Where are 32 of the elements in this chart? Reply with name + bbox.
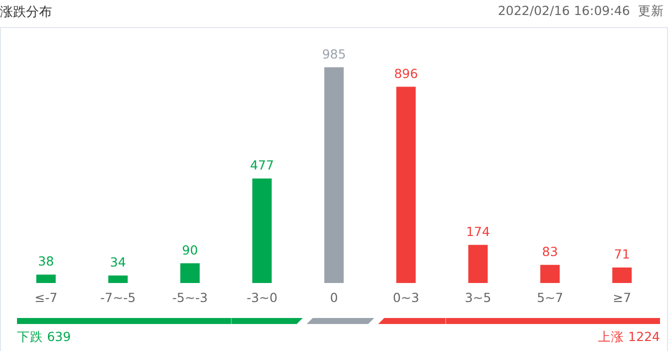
text: 下跌 639 [17,329,71,346]
bar [180,263,200,283]
bar [612,267,632,283]
text: 上涨 1224 [598,329,660,346]
chart-title: 涨跌分布 [0,4,52,21]
bar [108,276,128,283]
bar [324,67,344,283]
x-tick-label: 5~7 [536,290,564,305]
text: 更新 [638,3,664,18]
x-tick-label: ≥7 [612,290,632,305]
bar [36,274,56,283]
data-label: 83 [542,244,558,259]
bar [468,244,488,283]
data-label: 896 [394,66,418,81]
x-tick-label: -7~-5 [100,290,136,305]
bar [252,178,272,283]
bar [540,264,560,283]
x-tick-label: 3~5 [464,290,492,305]
data-label: 34 [110,254,126,270]
data-label: 477 [250,158,274,173]
bar [396,86,416,283]
data-label: 38 [38,254,54,269]
x-tick-label: 0~3 [392,290,420,305]
data-label: 90 [182,242,198,258]
chart-subtitle: 2022/02/16 16:09:46 [498,3,630,18]
x-tick-label: 0 [330,290,338,305]
data-label: 985 [322,46,346,62]
data-label: 71 [614,246,630,262]
x-tick-label: -3~0 [246,290,278,305]
x-tick-label: -5~-3 [172,290,208,305]
data-label: 174 [466,224,490,239]
x-tick-label: ≤-7 [34,290,58,305]
